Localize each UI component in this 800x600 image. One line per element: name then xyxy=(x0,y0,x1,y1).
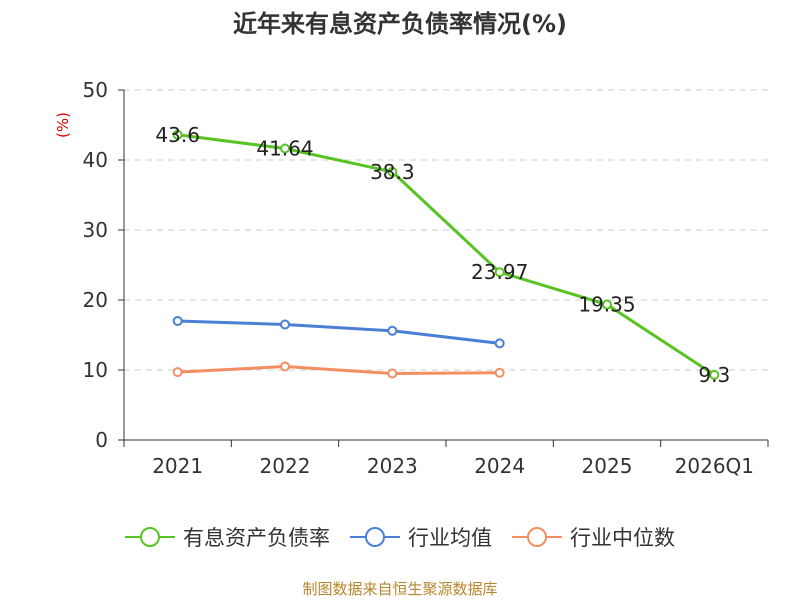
series-line-interest-bearing-debt-ratio xyxy=(177,133,716,377)
data-label-interest-bearing-debt-ratio: 38.3 xyxy=(370,160,415,184)
data-point-interest-bearing-debt-ratio xyxy=(280,143,290,154)
x-tick-label: 2023 xyxy=(367,454,418,478)
y-tick-label: 0 xyxy=(95,428,108,452)
x-tick-label: 2021 xyxy=(152,454,203,478)
series-line-industry-median xyxy=(177,365,500,375)
data-label-interest-bearing-debt-ratio: 41.64 xyxy=(256,137,313,161)
y-tick-label: 30 xyxy=(83,218,108,242)
legend-item-interest-bearing-debt-ratio[interactable]: 有息资产负债率 xyxy=(125,522,330,552)
data-point-interest-bearing-debt-ratio xyxy=(494,267,505,278)
chart-title: 近年来有息资产负债率情况(%) xyxy=(233,10,567,38)
data-source-note: 制图数据来自恒生聚源数据库 xyxy=(302,580,498,598)
x-tick-label: 2026Q1 xyxy=(675,454,754,478)
data-point-industry-average xyxy=(172,316,183,326)
data-point-interest-bearing-debt-ratio xyxy=(709,369,720,380)
y-tick-label: 50 xyxy=(83,78,108,102)
x-tick-label: 2024 xyxy=(474,454,525,478)
data-point-interest-bearing-debt-ratio xyxy=(602,299,612,310)
x-tick-label: 2022 xyxy=(260,454,311,478)
legend: 有息资产负债率 行业均值 行业中位数 xyxy=(0,520,800,554)
data-point-industry-median xyxy=(280,361,290,372)
x-tick-label: 2025 xyxy=(582,454,633,478)
y-tick-label: 40 xyxy=(83,148,108,172)
data-label-interest-bearing-debt-ratio: 43.6 xyxy=(155,123,200,147)
data-point-industry-average xyxy=(387,325,398,336)
data-label-interest-bearing-debt-ratio: 9.3 xyxy=(698,363,730,387)
y-axis-label: (%) xyxy=(54,112,72,138)
data-point-industry-median xyxy=(387,368,398,379)
series-line-industry-average xyxy=(177,319,500,345)
legend-item-industry-average[interactable]: 行业均值 xyxy=(350,522,492,552)
data-point-industry-median xyxy=(494,367,505,378)
legend-swatch-interest-bearing-debt-ratio xyxy=(125,527,175,547)
data-label-interest-bearing-debt-ratio: 19.35 xyxy=(578,293,635,317)
y-tick-label: 10 xyxy=(83,358,108,382)
data-point-industry-average xyxy=(280,319,290,330)
legend-label-industry-average: 行业均值 xyxy=(408,526,492,550)
y-tick-label: 20 xyxy=(83,288,108,312)
legend-label-industry-median: 行业中位数 xyxy=(570,526,675,550)
data-label-interest-bearing-debt-ratio: 23.97 xyxy=(471,260,528,284)
data-point-interest-bearing-debt-ratio xyxy=(387,166,398,177)
legend-swatch-industry-median xyxy=(512,527,562,547)
data-point-interest-bearing-debt-ratio xyxy=(172,129,183,140)
legend-item-industry-median[interactable]: 行业中位数 xyxy=(512,522,675,552)
data-point-industry-median xyxy=(172,367,183,378)
data-point-industry-average xyxy=(494,338,505,349)
legend-label-interest-bearing-debt-ratio: 有息资产负债率 xyxy=(183,526,330,550)
legend-swatch-industry-average xyxy=(350,527,400,547)
